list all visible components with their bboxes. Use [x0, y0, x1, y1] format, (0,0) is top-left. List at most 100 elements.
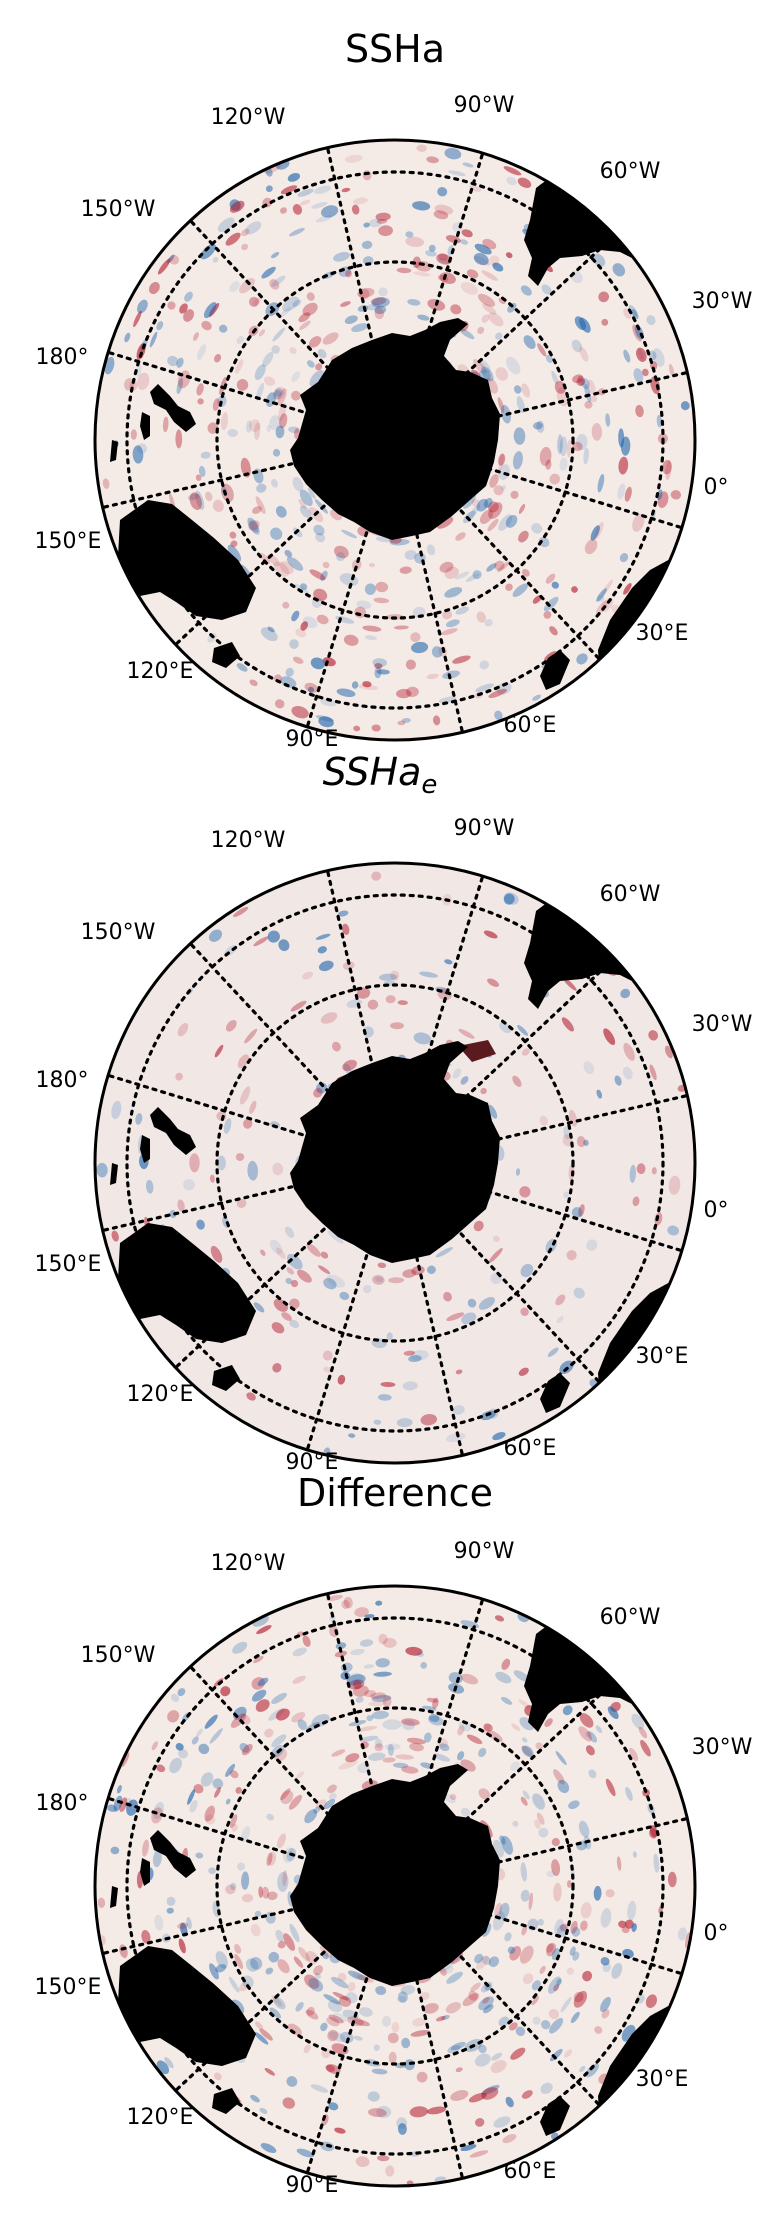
anomaly-eddy	[439, 561, 454, 573]
anomaly-eddy	[576, 1136, 586, 1148]
anomaly-eddy	[442, 670, 460, 679]
anomaly-eddy	[494, 1615, 505, 1622]
lon-label-30w: 30°W	[692, 289, 753, 314]
anomaly-eddy	[596, 588, 607, 602]
anomaly-eddy	[334, 2127, 346, 2134]
anomaly-eddy	[116, 1784, 122, 1794]
anomaly-eddy	[379, 973, 397, 981]
anomaly-eddy	[460, 1673, 479, 1685]
anomaly-eddy	[466, 269, 479, 279]
tasmania	[212, 2088, 240, 2114]
anomaly-eddy	[241, 228, 250, 237]
anomaly-eddy	[176, 378, 184, 394]
anomaly-eddy	[624, 1919, 634, 1929]
anomaly-eddy	[623, 349, 631, 363]
anomaly-eddy	[295, 628, 307, 638]
new-zealand-south	[140, 1135, 150, 1163]
anomaly-eddy	[574, 316, 587, 331]
anomaly-eddy	[209, 1963, 219, 1980]
madagascar	[540, 1373, 570, 1413]
anomaly-eddy	[401, 1718, 420, 1726]
anomaly-eddy	[607, 1706, 619, 1720]
anomaly-eddy	[245, 221, 262, 235]
anomaly-eddy	[225, 1763, 236, 1777]
anomaly-eddy	[259, 2028, 273, 2041]
anomaly-eddy	[479, 359, 491, 373]
anomaly-eddy	[204, 491, 213, 502]
anomaly-eddy	[448, 170, 466, 177]
anomaly-eddy	[449, 1793, 457, 1800]
anomaly-eddy	[573, 1287, 585, 1299]
anomaly-eddy	[648, 350, 657, 361]
anomaly-eddy	[458, 1720, 472, 1732]
anomaly-eddy	[467, 504, 481, 519]
map-border	[93, 1584, 697, 2188]
anomaly-eddy	[271, 1322, 285, 1334]
anomaly-eddy	[235, 1787, 242, 1794]
anomaly-eddy	[517, 1025, 529, 1036]
anomaly-eddy	[479, 509, 494, 524]
anomaly-eddy	[622, 1066, 633, 1080]
anomaly-eddy	[326, 2016, 340, 2027]
meridian-line	[305, 522, 371, 729]
anomaly-eddy	[532, 2016, 541, 2025]
anomaly-eddy	[382, 1719, 402, 1730]
anomaly-eddy	[584, 400, 593, 409]
anomaly-eddy	[539, 1115, 548, 1126]
anomaly-eddy	[367, 999, 379, 1010]
anomaly-eddy	[635, 347, 647, 362]
anomaly-eddy	[667, 1871, 677, 1888]
meridian-line	[101, 1181, 311, 1233]
anomaly-eddy	[343, 634, 359, 646]
anomaly-eddy	[618, 456, 629, 475]
anomaly-eddy	[495, 332, 503, 340]
anomaly-eddy	[258, 329, 266, 337]
lon-label-60e: 60°E	[504, 1436, 557, 1461]
anomaly-eddy	[198, 1743, 210, 1755]
anomaly-eddy	[627, 1900, 637, 1921]
anomaly-eddy	[472, 570, 482, 580]
anomaly-eddy	[667, 1225, 680, 1236]
anomaly-eddy	[481, 2087, 499, 2100]
anomaly-eddy	[240, 564, 251, 577]
anomaly-eddy	[435, 2016, 446, 2022]
meridian-line	[453, 502, 602, 662]
anomaly-eddy	[364, 583, 376, 595]
anomaly-eddy	[382, 1637, 397, 1648]
anomaly-eddy	[304, 1974, 320, 1989]
anomaly-eddy	[253, 296, 262, 306]
anomaly-eddy	[450, 304, 462, 315]
anomaly-eddy	[546, 1870, 555, 1878]
anomaly-eddy	[273, 386, 286, 400]
anomaly-eddy	[225, 1798, 231, 1805]
anomaly-eddy	[239, 1086, 251, 1105]
antarctica	[290, 318, 500, 540]
anomaly-eddy	[646, 315, 656, 326]
anomaly-eddy	[310, 657, 325, 670]
anomaly-eddy	[124, 332, 131, 343]
ice-shelf-region	[318, 1040, 496, 1168]
anomaly-eddy	[152, 1849, 162, 1868]
anomaly-eddy	[315, 715, 334, 722]
anomaly-eddy	[250, 1957, 263, 1970]
anomaly-eddy	[177, 1922, 189, 1930]
anomaly-eddy	[178, 1938, 186, 1954]
anomaly-eddy	[130, 429, 137, 440]
anomaly-eddy	[411, 1265, 425, 1276]
anomaly-eddy	[285, 1277, 293, 1285]
anomaly-eddy	[298, 312, 311, 323]
anomaly-eddy	[282, 1870, 288, 1886]
anomaly-eddy	[377, 2155, 390, 2162]
new-zealand-north	[150, 1107, 196, 1155]
anomaly-eddy	[276, 1247, 286, 1259]
lon-label-150w: 150°W	[81, 197, 156, 222]
anomaly-eddy	[409, 1742, 424, 1752]
anomaly-eddy	[625, 1786, 633, 1801]
anomaly-eddy	[503, 166, 522, 176]
anomaly-eddy	[668, 1175, 681, 1195]
anomaly-eddy	[371, 2068, 388, 2075]
anomaly-eddy	[225, 1884, 236, 1895]
anomaly-eddy	[183, 1178, 195, 1191]
anomaly-eddy	[498, 2016, 510, 2027]
anomaly-eddy	[592, 253, 606, 267]
